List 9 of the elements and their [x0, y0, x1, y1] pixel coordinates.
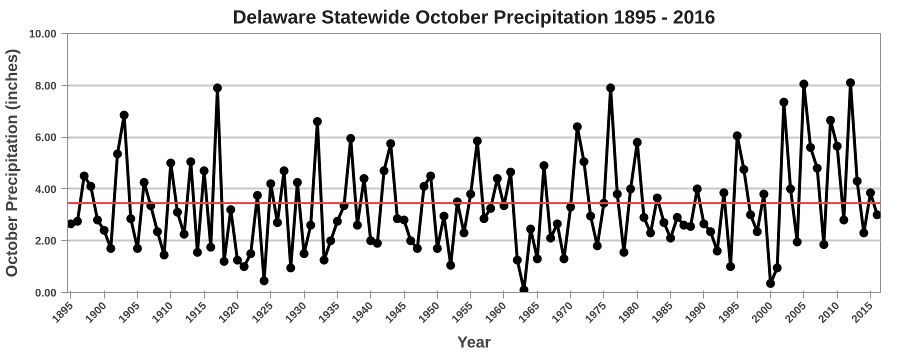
- x-axis-title: Year: [457, 334, 491, 352]
- y-tick-label: 2.00: [35, 236, 57, 248]
- y-tick-label: 8.00: [35, 80, 57, 92]
- chart-title: Delaware Statewide October Precipitation 1895 - 2016: [232, 8, 716, 28]
- y-tick-label: 6.00: [35, 132, 57, 144]
- y-tick-label: 0.00: [35, 288, 57, 300]
- y-tick-label: 4.00: [35, 184, 57, 196]
- y-axis-title: October Precipitation (inches): [4, 48, 21, 278]
- y-tick-label: 10.00: [28, 28, 57, 40]
